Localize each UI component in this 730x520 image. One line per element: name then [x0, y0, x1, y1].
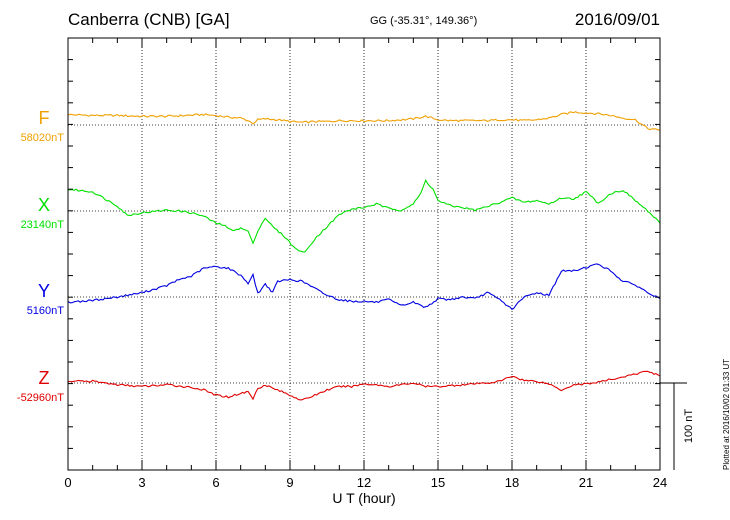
x-tick-label: 3: [138, 475, 145, 490]
series-line-z: [67, 370, 661, 401]
date-label: 2016/09/01: [574, 10, 660, 29]
series-name-y: Y: [38, 281, 50, 301]
x-tick-label: 15: [431, 475, 445, 490]
series-baseline-y: 5160nT: [27, 305, 65, 317]
scale-bar: 100 nT: [660, 382, 695, 470]
x-tick-label: 0: [64, 475, 71, 490]
series-name-x: X: [38, 195, 50, 215]
station-title: Canberra (CNB) [GA]: [68, 10, 230, 29]
scale-bar-label: 100 nT: [683, 409, 695, 444]
x-tick-label: 24: [653, 475, 667, 490]
series-baseline-f: 58020nT: [21, 132, 65, 144]
x-tick-label: 21: [579, 475, 593, 490]
grid: [68, 38, 660, 470]
series-lines: [67, 111, 661, 401]
x-tick-label: 6: [212, 475, 219, 490]
series-line-y: [67, 263, 661, 311]
x-axis-label: U T (hour): [332, 490, 395, 506]
series-line-x: [68, 179, 661, 253]
axis-ticks: [67, 37, 661, 470]
series-baseline-x: 23140nT: [21, 219, 65, 231]
axis-labels: 0 3 6 9 12 15 18 21 24 F 58020nT X 23140nT Y 5160nT Z -5…: [17, 108, 667, 490]
coordinates-label: GG (-35.31°, 149.36°): [370, 15, 478, 27]
plotted-timestamp: Plotted at 2016/10/02 01:33 UT: [722, 358, 730, 470]
x-tick-label: 18: [505, 475, 519, 490]
series-line-f: [67, 111, 661, 131]
series-name-f: F: [39, 108, 50, 128]
x-tick-label: 12: [357, 475, 371, 490]
series-name-z: Z: [39, 368, 50, 388]
series-baseline-z: -52960nT: [17, 392, 64, 404]
x-tick-label: 9: [286, 475, 293, 490]
